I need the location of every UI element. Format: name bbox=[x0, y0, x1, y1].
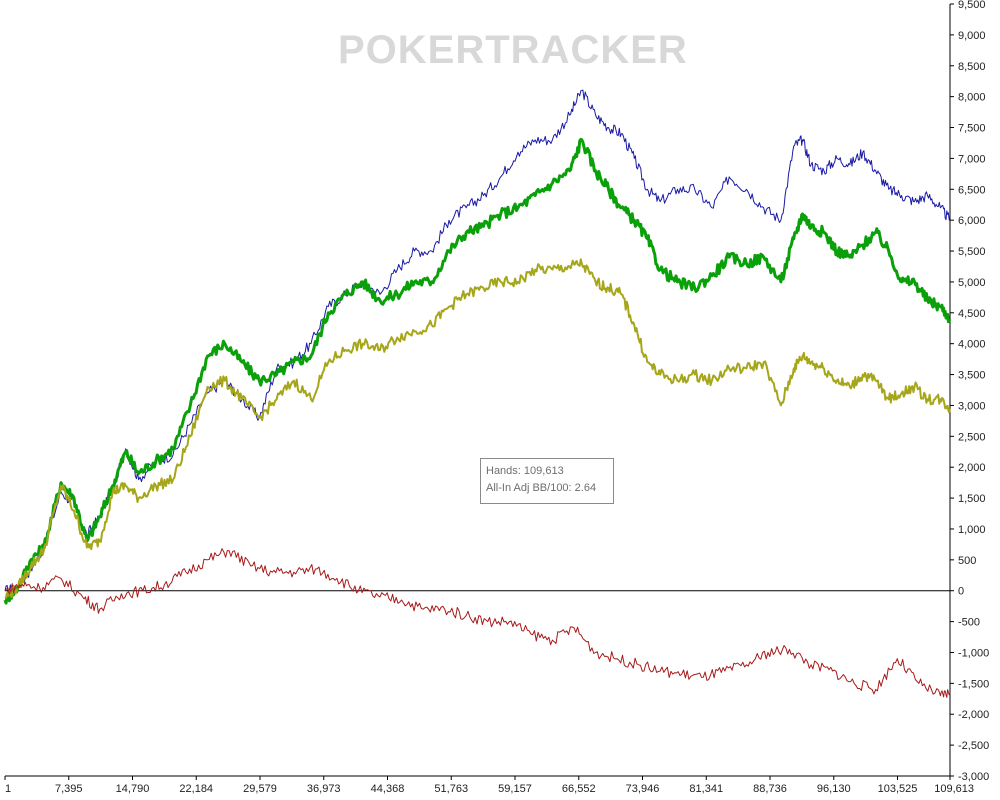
x-tick-label: 109,613 bbox=[934, 783, 974, 795]
y-tick-label: -500 bbox=[958, 617, 980, 629]
y-tick-label: 5,500 bbox=[958, 246, 986, 258]
x-tick-label: 103,525 bbox=[878, 783, 918, 795]
x-tick-label: 59,157 bbox=[498, 783, 532, 795]
y-tick-label: -1,500 bbox=[958, 678, 989, 690]
y-tick-label: 3,000 bbox=[958, 400, 986, 412]
y-tick-label: 4,000 bbox=[958, 339, 986, 351]
y-tick-label: 2,000 bbox=[958, 462, 986, 474]
x-tick-label: 36,973 bbox=[307, 783, 341, 795]
axes: 9,500 9,000 8,500 8,000 7,500 7,000 6,500 6,000… bbox=[4, 0, 989, 795]
tooltip-hands: Hands: 109,613 bbox=[486, 463, 608, 480]
series-line-3 bbox=[4, 548, 951, 698]
series-line-2 bbox=[4, 258, 951, 599]
x-tick-label: 14,790 bbox=[116, 783, 150, 795]
y-tick-label: 1,000 bbox=[958, 524, 986, 536]
y-tick-label: 6,500 bbox=[958, 184, 986, 196]
x-tick-label: 1 bbox=[5, 783, 11, 795]
y-tick-label: 9,000 bbox=[958, 30, 986, 42]
x-tick-label: 44,368 bbox=[371, 783, 405, 795]
tooltip: Hands: 109,613 All-In Adj BB/100: 2.64 bbox=[480, 458, 614, 504]
y-tick-label: 4,500 bbox=[958, 308, 986, 320]
y-tick-label: 9,500 bbox=[958, 0, 986, 11]
y-tick-label: -3,000 bbox=[958, 771, 989, 783]
y-tick-label: -2,000 bbox=[958, 709, 989, 721]
y-tick-label: 8,500 bbox=[958, 61, 986, 73]
x-tick-label: 29,579 bbox=[243, 783, 277, 795]
y-tick-label: 6,000 bbox=[958, 215, 986, 227]
x-tick-label: 22,184 bbox=[179, 783, 213, 795]
y-tick-label: 2,500 bbox=[958, 431, 986, 443]
tooltip-hands-value: 109,613 bbox=[523, 465, 564, 477]
x-tick-label: 81,341 bbox=[689, 783, 723, 795]
x-tick-label: 66,552 bbox=[562, 783, 596, 795]
y-tick-label: -1,000 bbox=[958, 647, 989, 659]
y-tick-label: 1,500 bbox=[958, 493, 986, 505]
y-tick-label: 500 bbox=[958, 555, 976, 567]
y-tick-label: 0 bbox=[958, 586, 964, 598]
tooltip-bb100: All-In Adj BB/100: 2.64 bbox=[486, 480, 608, 497]
series-layer bbox=[3, 89, 952, 698]
y-tick-label: 7,500 bbox=[958, 123, 986, 135]
watermark-logo: POKERTRACKER bbox=[338, 28, 688, 72]
tooltip-bb100-label: All-In Adj BB/100: bbox=[486, 482, 572, 494]
y-tick-label: 7,000 bbox=[958, 153, 986, 165]
tooltip-bb100-value: 2.64 bbox=[574, 482, 597, 494]
x-tick-label: 51,763 bbox=[434, 783, 468, 795]
y-tick-label: 3,500 bbox=[958, 370, 986, 382]
tooltip-hands-label: Hands: bbox=[486, 465, 521, 477]
x-tick-label: 73,946 bbox=[626, 783, 660, 795]
y-tick-label: -2,500 bbox=[958, 740, 989, 752]
series-line-1 bbox=[3, 137, 952, 605]
series-line-0 bbox=[4, 89, 951, 596]
y-tick-label: 8,000 bbox=[958, 92, 986, 104]
x-tick-label: 96,130 bbox=[817, 783, 851, 795]
x-tick-label: 88,736 bbox=[753, 783, 787, 795]
x-tick-label: 7,395 bbox=[55, 783, 83, 795]
y-tick-label: 5,000 bbox=[958, 277, 986, 289]
